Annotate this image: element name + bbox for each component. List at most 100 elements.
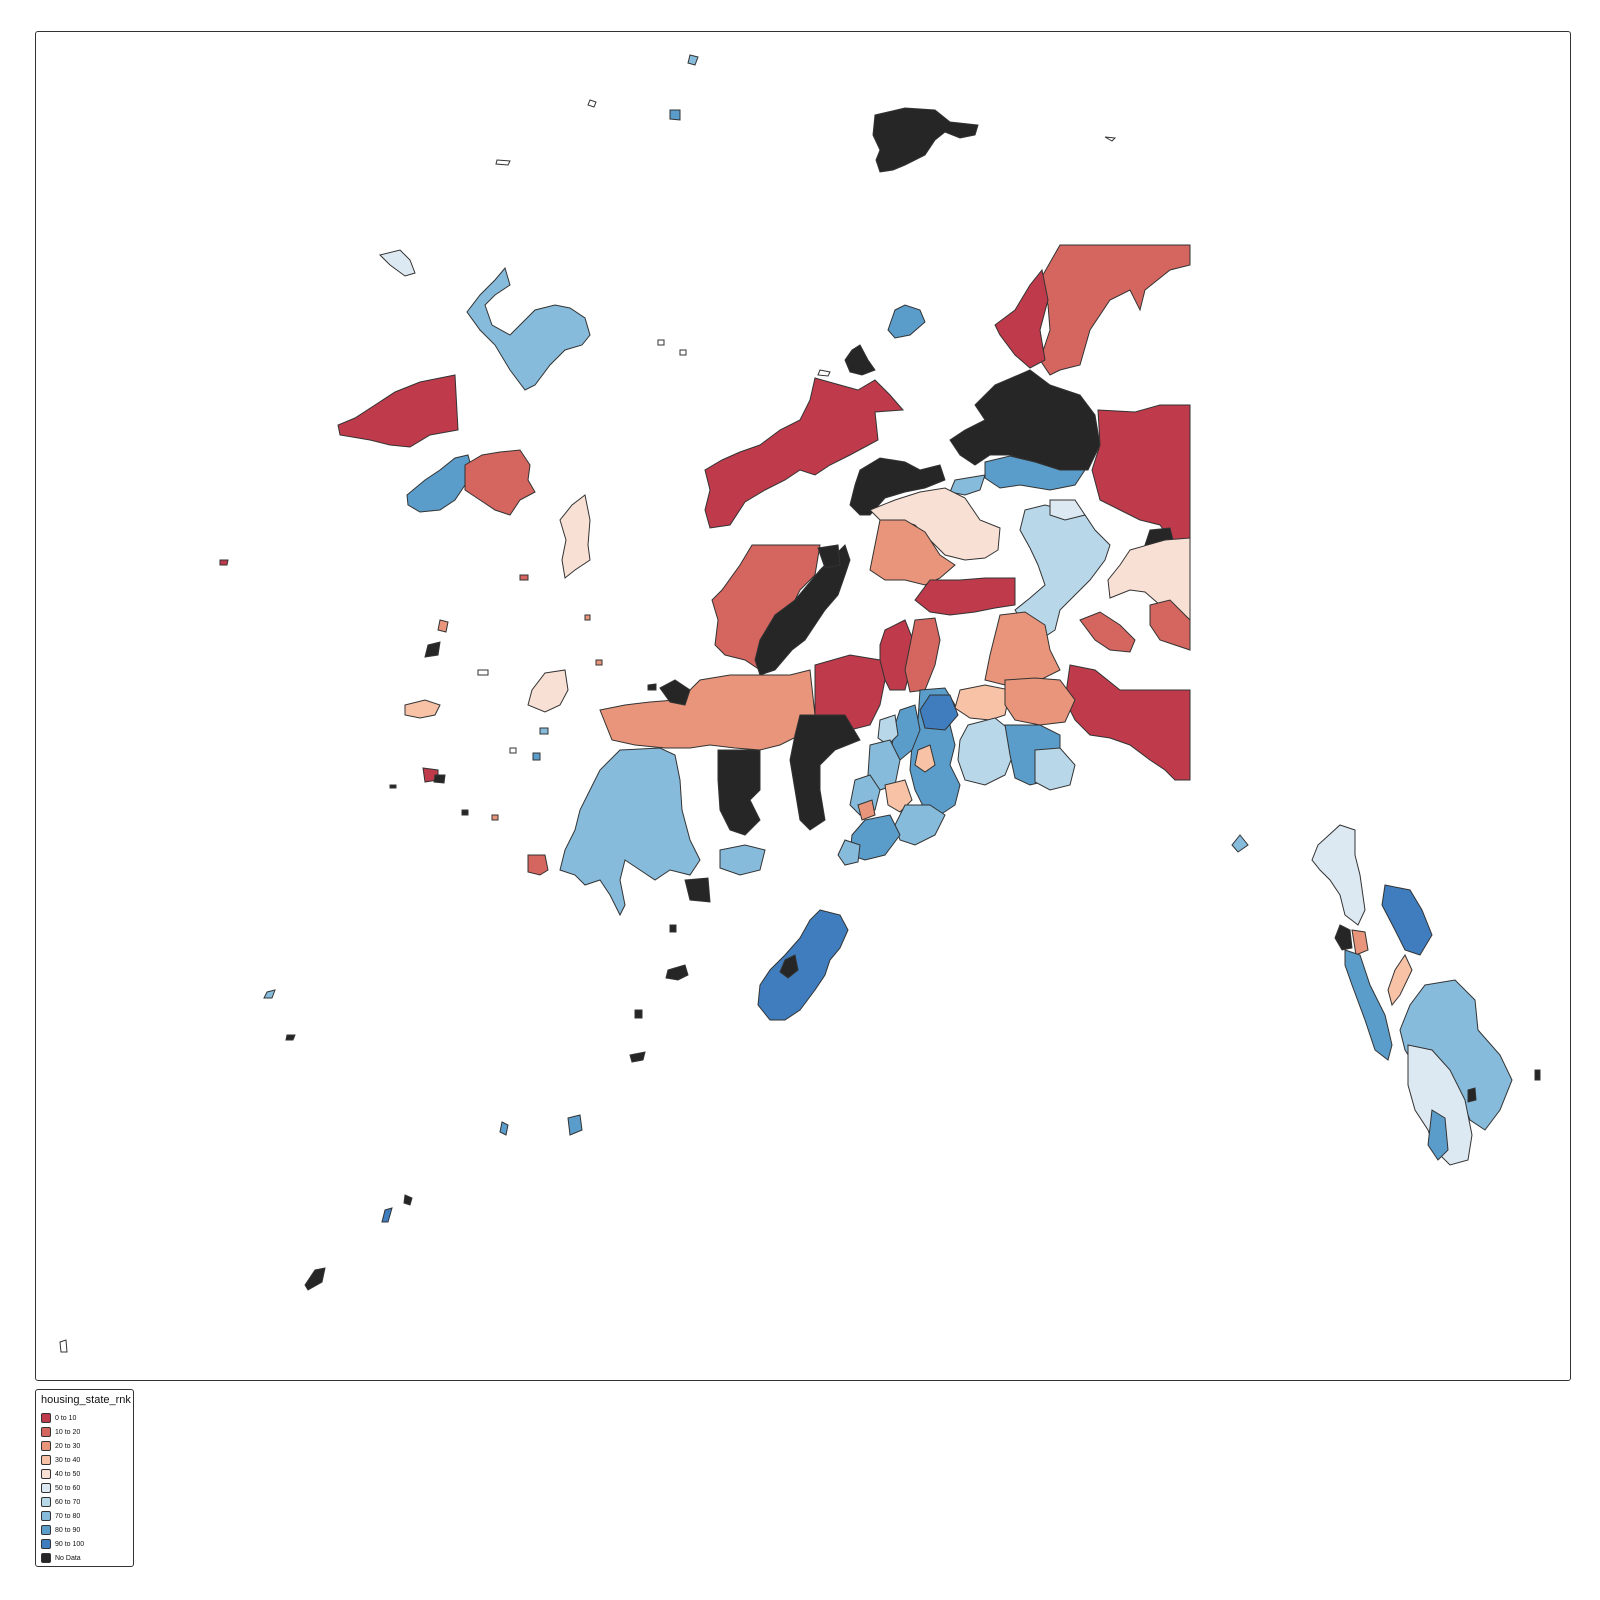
region-polygon[interactable]: [1231, 834, 1249, 853]
region-polygon[interactable]: [509, 747, 517, 754]
region-polygon[interactable]: [837, 839, 861, 866]
region-polygon[interactable]: [499, 1121, 509, 1136]
legend-item: 10 to 20: [41, 1425, 128, 1439]
region-polygon[interactable]: [403, 1194, 413, 1206]
region-polygon[interactable]: [957, 717, 1016, 786]
region-polygon[interactable]: [877, 714, 899, 746]
region-polygon[interactable]: [949, 369, 1101, 471]
region-polygon[interactable]: [914, 744, 936, 773]
region-polygon[interactable]: [1344, 949, 1393, 1061]
region-polygon[interactable]: [1014, 504, 1111, 641]
region-polygon[interactable]: [477, 669, 489, 676]
region-polygon[interactable]: [539, 727, 549, 735]
region-polygon[interactable]: [1534, 1069, 1541, 1081]
region-polygon[interactable]: [984, 455, 1086, 491]
region-polygon[interactable]: [1381, 884, 1433, 956]
region-polygon[interactable]: [433, 774, 446, 784]
region-polygon[interactable]: [559, 747, 701, 917]
region-polygon[interactable]: [629, 1051, 646, 1063]
region-polygon[interactable]: [519, 574, 529, 581]
region-polygon[interactable]: [1427, 1109, 1449, 1161]
region-polygon[interactable]: [406, 454, 473, 513]
region-polygon[interactable]: [679, 349, 687, 356]
region-polygon[interactable]: [584, 614, 591, 621]
region-polygon[interactable]: [337, 374, 459, 448]
region-polygon[interactable]: [1004, 677, 1076, 726]
region-polygon[interactable]: [665, 964, 689, 981]
region-polygon[interactable]: [789, 714, 861, 831]
region-polygon[interactable]: [754, 544, 851, 676]
region-polygon[interactable]: [844, 344, 876, 376]
region-polygon[interactable]: [887, 304, 926, 339]
region-polygon[interactable]: [1064, 664, 1191, 781]
region-polygon[interactable]: [849, 814, 901, 861]
region-polygon[interactable]: [404, 699, 441, 719]
region-polygon[interactable]: [994, 268, 1049, 369]
region-polygon[interactable]: [1467, 1087, 1477, 1103]
region-polygon[interactable]: [527, 854, 549, 876]
region-polygon[interactable]: [389, 784, 397, 789]
region-polygon[interactable]: [1039, 244, 1191, 376]
region-polygon[interactable]: [1091, 404, 1191, 546]
region-polygon[interactable]: [1104, 136, 1117, 142]
region-polygon[interactable]: [491, 814, 499, 821]
region-polygon[interactable]: [634, 1009, 643, 1019]
legend-item: 0 to 10: [41, 1411, 128, 1425]
region-polygon[interactable]: [219, 559, 229, 566]
region-polygon[interactable]: [527, 669, 569, 713]
region-polygon[interactable]: [263, 989, 276, 999]
region-polygon[interactable]: [684, 877, 711, 903]
region-polygon[interactable]: [1149, 599, 1191, 651]
region-polygon[interactable]: [381, 1207, 393, 1223]
region-polygon[interactable]: [567, 1114, 583, 1136]
region-polygon[interactable]: [532, 752, 541, 761]
region-polygon[interactable]: [559, 494, 591, 579]
region-polygon[interactable]: [647, 683, 657, 691]
region-polygon[interactable]: [954, 684, 1011, 721]
region-polygon[interactable]: [461, 809, 469, 816]
region-polygon[interactable]: [949, 474, 986, 496]
region-polygon[interactable]: [719, 844, 766, 876]
region-polygon[interactable]: [704, 377, 905, 529]
region-polygon[interactable]: [1407, 1044, 1473, 1166]
region-polygon[interactable]: [595, 659, 603, 666]
region-polygon[interactable]: [304, 1267, 326, 1291]
region-polygon[interactable]: [437, 619, 449, 633]
region-polygon[interactable]: [1311, 824, 1366, 926]
region-polygon[interactable]: [1399, 979, 1513, 1131]
region-polygon[interactable]: [717, 749, 761, 836]
region-polygon[interactable]: [587, 99, 597, 108]
region-polygon[interactable]: [872, 107, 979, 173]
region-polygon[interactable]: [1049, 499, 1086, 521]
region-polygon[interactable]: [1034, 747, 1076, 791]
region-polygon[interactable]: [757, 909, 849, 1021]
legend-swatch: [41, 1455, 51, 1465]
region-polygon[interactable]: [285, 1034, 296, 1041]
region-polygon[interactable]: [779, 954, 799, 979]
region-polygon[interactable]: [857, 799, 876, 821]
region-polygon[interactable]: [659, 679, 691, 706]
region-polygon[interactable]: [464, 449, 536, 516]
region-polygon[interactable]: [904, 617, 941, 693]
region-polygon[interactable]: [1079, 611, 1136, 653]
region-polygon[interactable]: [599, 669, 816, 751]
region-polygon[interactable]: [817, 369, 831, 377]
region-polygon[interactable]: [669, 924, 677, 933]
region-polygon[interactable]: [1334, 924, 1353, 951]
region-polygon[interactable]: [59, 1339, 68, 1353]
region-polygon[interactable]: [919, 694, 959, 731]
legend-item: 30 to 40: [41, 1453, 128, 1467]
region-polygon[interactable]: [894, 804, 946, 846]
region-polygon[interactable]: [424, 641, 441, 658]
region-polygon[interactable]: [817, 544, 841, 569]
region-polygon[interactable]: [914, 577, 1016, 616]
region-polygon[interactable]: [495, 159, 511, 166]
region-polygon[interactable]: [1351, 929, 1369, 956]
region-polygon[interactable]: [849, 457, 946, 516]
region-polygon[interactable]: [466, 266, 591, 391]
region-polygon[interactable]: [657, 339, 665, 346]
region-polygon[interactable]: [1387, 953, 1413, 1007]
region-polygon[interactable]: [379, 249, 416, 277]
region-polygon[interactable]: [669, 109, 681, 121]
region-polygon[interactable]: [687, 54, 699, 66]
